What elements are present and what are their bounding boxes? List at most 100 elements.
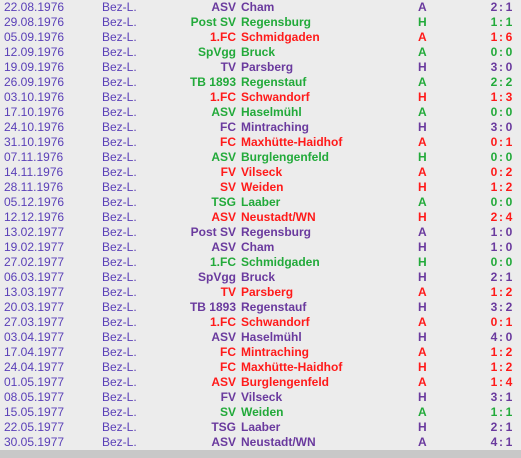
club-prefix: SpVgg (198, 270, 236, 284)
score-separator: : (499, 135, 503, 149)
venue-indicator: A (418, 105, 427, 119)
goals-home: 1 (490, 240, 498, 254)
score-separator: : (499, 345, 503, 359)
match-date: 15.05.1977 (4, 405, 65, 419)
match-row: 27.03.1977 Bez-L. 1.FC Schwandorf A 0:1 (0, 315, 521, 330)
match-row: 15.05.1977 Bez-L. SV Weiden A 1:1 (0, 405, 521, 420)
goals-home: 1 (490, 375, 498, 389)
club-name: Vilseck (241, 390, 283, 404)
match-date: 06.03.1977 (4, 270, 65, 284)
match-league: Bez-L. (102, 420, 137, 434)
match-league: Bez-L. (102, 105, 137, 119)
match-league: Bez-L. (102, 270, 137, 284)
club-prefix: FC (220, 345, 236, 359)
match-row: 20.03.1977 Bez-L. TB 1893 Regenstauf H 3:2 (0, 300, 521, 315)
match-date: 03.04.1977 (4, 330, 65, 344)
goals-away: 1 (505, 270, 513, 284)
club-name: Weiden (241, 180, 284, 194)
goals-away: 1 (505, 135, 513, 149)
venue-indicator: H (418, 270, 427, 284)
match-league: Bez-L. (102, 435, 137, 449)
club-name: Schmidgaden (241, 255, 320, 269)
match-league: Bez-L. (102, 45, 137, 59)
match-date: 17.04.1977 (4, 345, 65, 359)
match-date: 12.12.1976 (4, 210, 65, 224)
match-row: 28.11.1976 Bez-L. SV Weiden H 1:2 (0, 180, 521, 195)
match-row: 17.10.1976 Bez-L. ASV Haselmühl A 0:0 (0, 105, 521, 120)
match-date: 07.11.1976 (4, 150, 64, 164)
club-name: Regenstauf (241, 75, 307, 89)
venue-indicator: A (418, 375, 427, 389)
venue-indicator: A (418, 225, 427, 239)
club-prefix: ASV (211, 150, 236, 164)
venue-indicator: A (418, 315, 427, 329)
match-date: 13.03.1977 (4, 285, 65, 299)
match-date: 22.05.1977 (4, 420, 65, 434)
match-date: 12.09.1976 (4, 45, 65, 59)
match-league: Bez-L. (102, 210, 137, 224)
goals-away: 1 (505, 15, 513, 29)
club-prefix: TSG (211, 420, 236, 434)
venue-indicator: A (418, 0, 427, 14)
goals-home: 0 (490, 165, 498, 179)
match-league: Bez-L. (102, 60, 137, 74)
venue-indicator: H (418, 150, 427, 164)
club-prefix: TB 1893 (189, 300, 236, 314)
venue-indicator: H (418, 300, 427, 314)
match-date: 19.02.1977 (4, 240, 65, 254)
match-league: Bez-L. (102, 120, 137, 134)
venue-indicator: H (418, 330, 427, 344)
match-date: 20.03.1977 (4, 300, 65, 314)
match-date: 17.10.1976 (4, 105, 65, 119)
goals-away: 0 (505, 45, 513, 59)
match-league: Bez-L. (102, 315, 137, 329)
venue-indicator: H (418, 120, 427, 134)
match-date: 28.11.1976 (4, 180, 64, 194)
match-league: Bez-L. (102, 360, 137, 374)
goals-away: 2 (505, 75, 513, 89)
venue-indicator: H (418, 210, 427, 224)
club-name: Neustadt/WN (241, 210, 316, 224)
goals-away: 2 (505, 165, 513, 179)
goals-away: 1 (505, 315, 513, 329)
match-date: 27.02.1977 (4, 255, 65, 269)
match-league: Bez-L. (102, 390, 137, 404)
venue-indicator: H (418, 180, 427, 194)
goals-home: 0 (490, 150, 498, 164)
goals-away: 2 (505, 300, 513, 314)
match-row: 07.11.1976 Bez-L. ASV Burglengenfeld H 0:0 (0, 150, 521, 165)
match-league: Bez-L. (102, 195, 137, 209)
score-separator: : (499, 315, 503, 329)
match-date: 29.08.1976 (4, 15, 65, 29)
club-name: Parsberg (241, 60, 294, 74)
club-prefix: TV (220, 60, 236, 74)
goals-away: 6 (505, 30, 513, 44)
match-row: 24.10.1976 Bez-L. FC Mintraching H 3:0 (0, 120, 521, 135)
goals-home: 4 (490, 330, 498, 344)
score-separator: : (499, 240, 503, 254)
venue-indicator: A (418, 165, 427, 179)
score-separator: : (499, 300, 503, 314)
goals-home: 2 (490, 210, 498, 224)
goals-home: 0 (490, 195, 498, 209)
match-league: Bez-L. (102, 405, 137, 419)
goals-away: 2 (505, 180, 513, 194)
venue-indicator: H (418, 255, 427, 269)
goals-away: 1 (505, 390, 513, 404)
match-row: 05.09.1976 Bez-L. 1.FC Schmidgaden A 1:6 (0, 30, 521, 45)
match-league: Bez-L. (102, 285, 137, 299)
club-prefix: Post SV (190, 15, 236, 29)
club-prefix: FV (220, 165, 236, 179)
goals-home: 0 (490, 105, 498, 119)
goals-home: 1 (490, 90, 498, 104)
score-separator: : (499, 360, 503, 374)
match-league: Bez-L. (102, 375, 137, 389)
club-prefix: ASV (211, 240, 236, 254)
club-name: Laaber (241, 195, 281, 209)
match-league: Bez-L. (102, 330, 137, 344)
goals-away: 0 (505, 120, 513, 134)
club-name: Schwandorf (241, 315, 310, 329)
match-league: Bez-L. (102, 0, 137, 14)
match-date: 05.09.1976 (4, 30, 65, 44)
club-prefix: 1.FC (209, 30, 236, 44)
